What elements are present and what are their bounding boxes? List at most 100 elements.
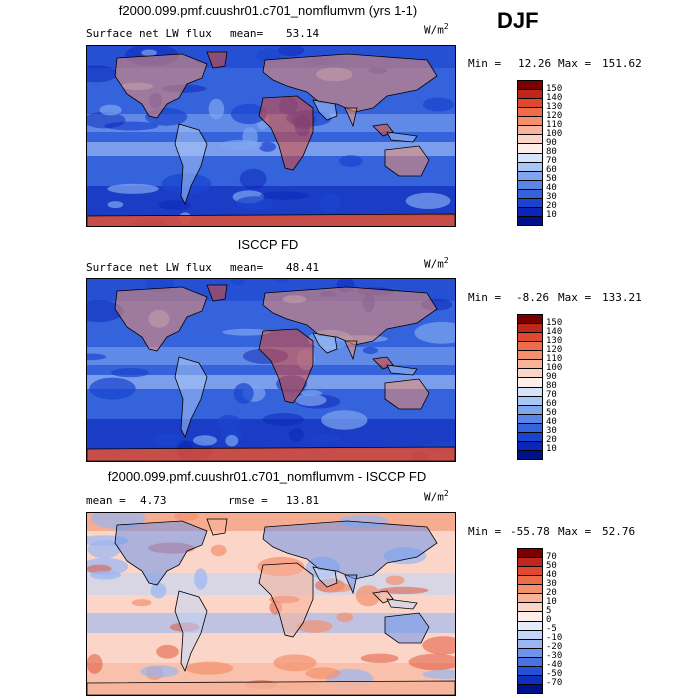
colorbar-tick-label: 60 bbox=[546, 399, 557, 409]
colorbar-swatch bbox=[518, 90, 542, 100]
panel2-units: W/m2 bbox=[424, 256, 449, 271]
panel3-units: W/m2 bbox=[424, 489, 449, 504]
panel2-mean-value: 48.41 bbox=[286, 261, 320, 274]
colorbar-tick-label: 20 bbox=[546, 435, 557, 445]
panel3-map bbox=[86, 512, 456, 696]
colorbar-swatch bbox=[518, 126, 542, 136]
colorbar-swatch bbox=[518, 351, 542, 361]
colorbar-tick-label: 20 bbox=[546, 201, 557, 211]
colorbar-tick-label: 40 bbox=[546, 417, 557, 427]
panel2-max-value: 133.21 bbox=[602, 291, 642, 304]
colorbar-tick-label: 60 bbox=[546, 165, 557, 175]
panel1-map bbox=[86, 45, 456, 227]
colorbar-tick-label: 40 bbox=[546, 570, 557, 580]
colorbar-tick-label: 80 bbox=[546, 147, 557, 157]
season-label: DJF bbox=[497, 8, 539, 33]
colorbar-swatch bbox=[518, 180, 542, 190]
colorbar-tick-label: 50 bbox=[546, 408, 557, 418]
colorbar-swatch bbox=[518, 558, 542, 568]
colorbar-tick-label: 50 bbox=[546, 174, 557, 184]
colorbar-swatch bbox=[518, 612, 542, 622]
colorbar-tick-label: 90 bbox=[546, 138, 557, 148]
colorbar-swatch bbox=[518, 639, 542, 649]
colorbar-swatch bbox=[518, 315, 542, 325]
panel2-min-label: Min = bbox=[468, 291, 502, 304]
colorbar-swatch bbox=[518, 387, 542, 397]
colorbar-tick-label: 110 bbox=[546, 120, 563, 130]
colorbar-tick-label: 20 bbox=[546, 588, 557, 598]
panel2-map bbox=[86, 278, 456, 462]
colorbar-swatch bbox=[518, 666, 542, 676]
colorbar-swatch bbox=[518, 630, 542, 640]
colorbar-tick-label: 10 bbox=[546, 444, 557, 454]
colorbar-tick-label: -70 bbox=[546, 678, 563, 688]
colorbar-swatch bbox=[518, 585, 542, 595]
colorbar-swatch bbox=[518, 549, 542, 559]
colorbar-swatch bbox=[518, 603, 542, 613]
panel3-max-label: Max = bbox=[558, 525, 592, 538]
colorbar-swatch bbox=[518, 216, 542, 225]
colorbar-tick-label: 110 bbox=[546, 354, 563, 364]
colorbar-tick-label: 100 bbox=[546, 129, 563, 139]
colorbar-swatch bbox=[518, 450, 542, 459]
panel1-field-label: Surface net LW flux bbox=[86, 27, 212, 40]
colorbar-swatch bbox=[518, 198, 542, 208]
panel3-max-value: 52.76 bbox=[602, 525, 636, 538]
colorbar-swatch bbox=[518, 414, 542, 424]
colorbar-tick-label: -50 bbox=[546, 669, 563, 679]
panel3-rmse-value: 13.81 bbox=[286, 494, 320, 507]
colorbar-tick-label: 50 bbox=[546, 561, 557, 571]
colorbar-tick-label: 130 bbox=[546, 336, 563, 346]
colorbar-swatch bbox=[518, 360, 542, 370]
colorbar-swatch bbox=[518, 324, 542, 334]
colorbar-tick-label: 30 bbox=[546, 579, 557, 589]
colorbar-tick-label: 30 bbox=[546, 192, 557, 202]
panel3-mean-label: mean = bbox=[86, 494, 126, 507]
colorbar-swatch bbox=[518, 207, 542, 217]
colorbar-swatch bbox=[518, 567, 542, 577]
colorbar-swatch bbox=[518, 657, 542, 667]
colorbar-swatch bbox=[518, 162, 542, 172]
colorbar-tick-label: 10 bbox=[546, 597, 557, 607]
panel2-max-label: Max = bbox=[558, 291, 592, 304]
colorbar-tick-label: 120 bbox=[546, 345, 563, 355]
colorbar-swatch bbox=[518, 423, 542, 433]
colorbar-tick-label: -30 bbox=[546, 651, 563, 661]
colorbar-swatch bbox=[518, 576, 542, 586]
colorbar-swatch bbox=[518, 333, 542, 343]
colorbar-swatch bbox=[518, 621, 542, 631]
panel1-mean-value: 53.14 bbox=[286, 27, 320, 40]
colorbar-swatch bbox=[518, 144, 542, 154]
colorbar-tick-label: 140 bbox=[546, 327, 563, 337]
panel3-colorbar bbox=[517, 548, 543, 694]
colorbar-tick-label: 120 bbox=[546, 111, 563, 121]
colorbar-swatch bbox=[518, 189, 542, 199]
colorbar-tick-label: -10 bbox=[546, 633, 563, 643]
colorbar-tick-label: 100 bbox=[546, 363, 563, 373]
colorbar-tick-label: 80 bbox=[546, 381, 557, 391]
panel1-title: f2000.099.pmf.cuushr01.c701_nomflumvm (y… bbox=[118, 3, 418, 18]
colorbar-swatch bbox=[518, 675, 542, 685]
colorbar-swatch bbox=[518, 108, 542, 118]
colorbar-tick-label: 0 bbox=[546, 615, 552, 625]
colorbar-swatch bbox=[518, 594, 542, 604]
colorbar-tick-label: 70 bbox=[546, 390, 557, 400]
colorbar-tick-label: 90 bbox=[546, 372, 557, 382]
colorbar-swatch bbox=[518, 117, 542, 127]
colorbar-swatch bbox=[518, 648, 542, 658]
panel1-mean-label: mean= bbox=[230, 27, 264, 40]
colorbar-tick-label: 130 bbox=[546, 102, 563, 112]
colorbar-tick-label: 150 bbox=[546, 318, 563, 328]
colorbar-swatch bbox=[518, 81, 542, 91]
colorbar-tick-label: 40 bbox=[546, 183, 557, 193]
colorbar-tick-label: 140 bbox=[546, 93, 563, 103]
panel2-mean-label: mean= bbox=[230, 261, 264, 274]
panel3-rmse-label: rmse = bbox=[228, 494, 268, 507]
panel2-title: ISCCP FD bbox=[237, 237, 299, 252]
colorbar-swatch bbox=[518, 342, 542, 352]
colorbar-swatch bbox=[518, 171, 542, 181]
panel1-min-label: Min = bbox=[468, 57, 502, 70]
colorbar-swatch bbox=[518, 432, 542, 442]
panel1-units: W/m2 bbox=[424, 22, 449, 37]
panel1-max-value: 151.62 bbox=[602, 57, 642, 70]
